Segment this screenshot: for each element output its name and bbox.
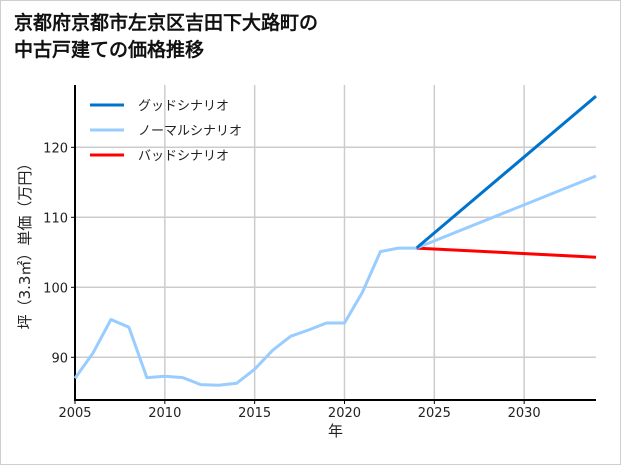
x-tick-label: 2020	[328, 406, 361, 421]
x-tick-label: 2015	[238, 406, 271, 421]
scenario-line-1	[415, 174, 597, 250]
x-tick-label: 2030	[508, 406, 541, 421]
scenario-line-2	[416, 246, 597, 259]
x-tick-label: 2025	[418, 406, 451, 421]
y-axis-label: 坪（3.3㎡）単価（万円）	[16, 156, 34, 330]
history-line	[73, 246, 417, 387]
x-tick-label: 2005	[58, 406, 91, 421]
chart-title-line-2: 中古戸建ての価格推移	[14, 39, 205, 61]
y-tick-label: 120	[43, 141, 68, 156]
legend-label: グッドシナリオ	[138, 99, 229, 114]
scenario-line-0	[415, 95, 597, 250]
legend-label: バッドシナリオ	[138, 149, 229, 164]
y-tick-label: 100	[43, 281, 68, 296]
y-tick-label: 90	[51, 351, 68, 366]
y-tick-label: 110	[43, 211, 68, 226]
x-tick-label: 2010	[148, 406, 181, 421]
chart-title: 京都府京都市左京区吉田下大路町の 中古戸建ての価格推移	[14, 10, 318, 64]
legend-label: ノーマルシナリオ	[138, 124, 242, 139]
x-axis-label: 年	[328, 422, 343, 440]
chart-title-line-1: 京都府京都市左京区吉田下大路町の	[14, 12, 319, 34]
